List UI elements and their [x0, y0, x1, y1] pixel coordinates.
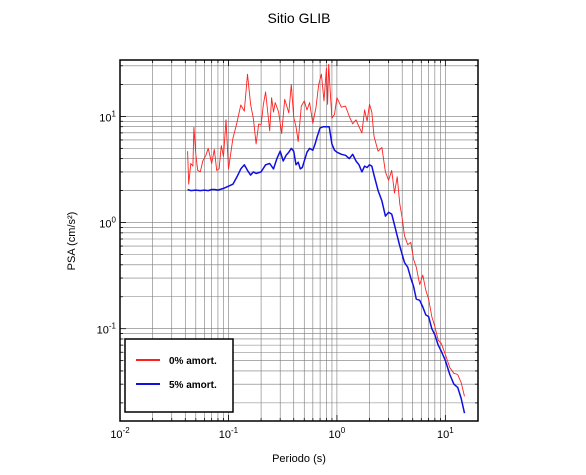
y-tick-label: 101: [99, 109, 116, 124]
y-tick-label: 10-1: [97, 322, 117, 337]
x-tick-label: 100: [329, 426, 346, 441]
legend-label-0: 0% amort.: [169, 356, 217, 367]
axis-ticks: 10-2 10-1 100 101 10-1 100 101: [97, 60, 479, 441]
x-tick-label: 10-1: [219, 426, 239, 441]
series-line-1: [187, 125, 466, 414]
legend-box: [124, 338, 234, 413]
plot-frame: [119, 59, 479, 422]
series-lines: [187, 63, 466, 414]
legend: 0% amort. 5% amort.: [124, 338, 234, 413]
series-line-0: [187, 63, 465, 397]
legend-label-1: 5% amort.: [169, 380, 217, 391]
x-tick-label: 101: [437, 426, 454, 441]
y-axis-label: PSA (cm/s²): [66, 212, 78, 271]
y-tick-label: 100: [99, 216, 116, 231]
x-axis-label: Periodo (s): [272, 453, 326, 465]
x-tick-label: 10-2: [110, 426, 130, 441]
chart-title: Sitio GLIB: [267, 10, 330, 26]
